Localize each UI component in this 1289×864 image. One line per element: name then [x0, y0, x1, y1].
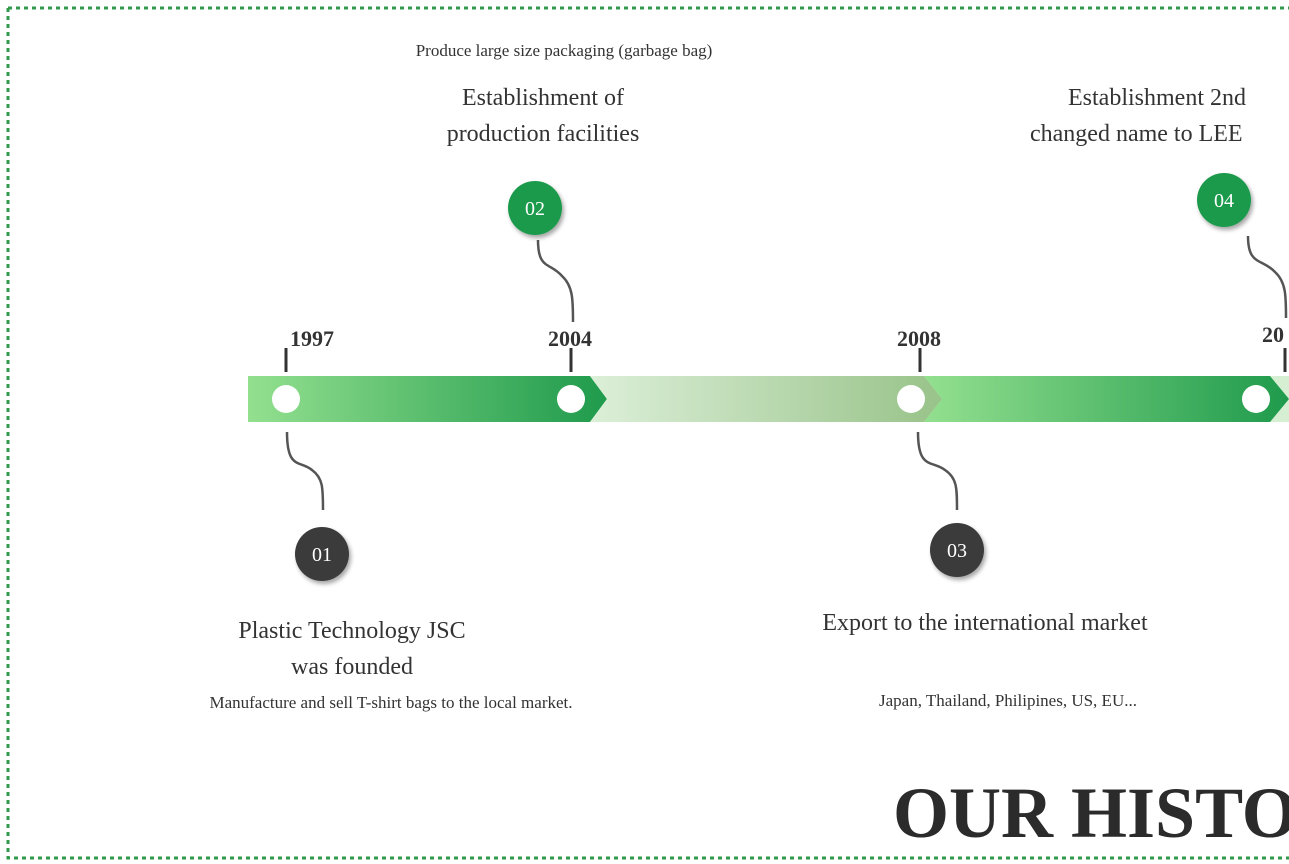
milestone-title: Export to the international market [822, 610, 1148, 636]
badge [930, 523, 984, 577]
year: 2004 [548, 326, 592, 351]
badge-number: 02 [525, 198, 545, 220]
badge [508, 181, 562, 235]
milestone-title: production facilities [447, 121, 640, 147]
connector [1246, 235, 1288, 319]
milestone-title: changed name to LEE [1030, 121, 1243, 147]
badge-number: 01 [312, 544, 332, 566]
connector [536, 239, 575, 323]
milestone-title: Plastic Technology JSC [238, 618, 465, 644]
badge-number: 03 [947, 540, 967, 562]
node [897, 385, 925, 413]
node [1242, 385, 1270, 413]
badge [1197, 173, 1251, 227]
bar-segment [248, 376, 607, 422]
year: 20 [1262, 322, 1284, 347]
milestone-title: was founded [291, 654, 413, 680]
badge-number: 04 [1214, 190, 1234, 212]
milestone-title: Establishment 2nd [1068, 85, 1246, 111]
milestone-description: Japan, Thailand, Philipines, US, EU... [879, 691, 1137, 710]
badge [295, 527, 349, 581]
dashed-frame [6, 6, 1289, 860]
connector [285, 431, 325, 511]
connector [916, 431, 959, 511]
bar-segment [590, 376, 942, 422]
milestone-title: Establishment of [462, 85, 624, 111]
year: 2008 [897, 326, 941, 351]
milestone-description: Produce large size packaging (garbage ba… [416, 41, 713, 60]
node [557, 385, 585, 413]
milestone-description: Manufacture and sell T-shirt bags to the… [209, 693, 572, 712]
page-title: OUR HISTO [893, 773, 1289, 853]
bar-segment [924, 376, 1289, 422]
node [272, 385, 300, 413]
year: 1997 [290, 326, 334, 351]
